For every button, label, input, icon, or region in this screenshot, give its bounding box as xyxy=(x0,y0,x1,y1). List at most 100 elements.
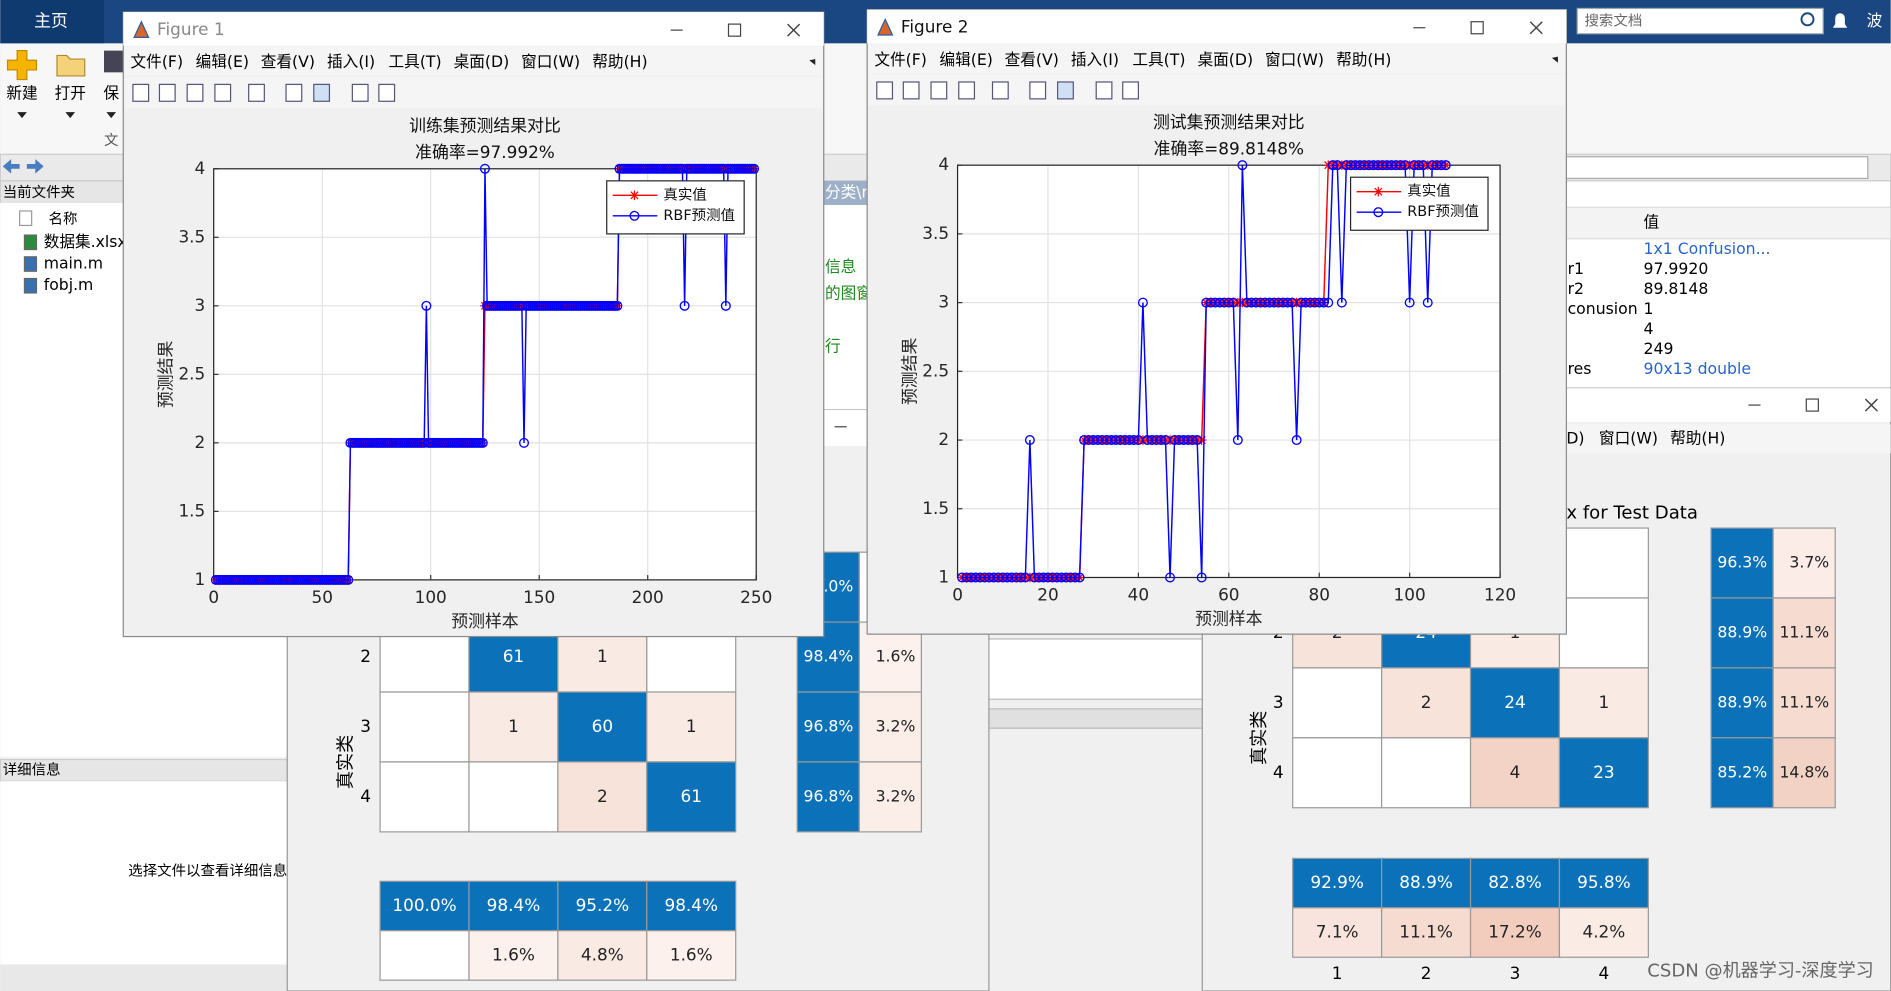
column-summary-value: 1.6% xyxy=(492,944,535,964)
toolstrip-button[interactable]: 打开 xyxy=(55,84,86,103)
watermark: CSDN @机器学习-深度学习 xyxy=(1647,961,1874,982)
x-tick-label: 250 xyxy=(740,587,772,607)
row-summary-cell xyxy=(796,761,860,833)
column-summary-value: 4.2% xyxy=(1582,922,1625,942)
close-button[interactable] xyxy=(1864,398,1878,412)
x-tick-label: 50 xyxy=(311,587,332,607)
toolbar-button[interactable] xyxy=(1057,81,1074,100)
row-summary-cell xyxy=(1772,527,1836,599)
menu-item[interactable]: 插入(I) xyxy=(1071,50,1119,69)
forward-arrow xyxy=(26,159,44,174)
y-tick-label: 1 xyxy=(938,566,949,586)
editor-tab-label: 分类\n xyxy=(825,182,872,201)
menu-item[interactable]: 帮助(H) xyxy=(1670,428,1725,447)
toolbar-button[interactable] xyxy=(285,83,303,102)
variable-name: r1 xyxy=(1568,259,1584,278)
toolbar-button[interactable] xyxy=(876,81,894,100)
data-point xyxy=(1232,435,1243,446)
x-axis-label: 预测样本 xyxy=(1195,609,1263,629)
save-icon[interactable] xyxy=(103,50,124,73)
matrix-cell xyxy=(379,761,470,833)
menu-item[interactable]: 帮助(H) xyxy=(1336,50,1391,69)
toolbar-button[interactable] xyxy=(248,83,265,102)
menu-item[interactable]: 工具(T) xyxy=(389,52,442,71)
window-title-bar xyxy=(123,12,824,46)
menu-item[interactable]: 窗口(W) xyxy=(521,52,580,71)
toolstrip-button[interactable]: 新建 xyxy=(6,84,38,103)
menu-item[interactable]: 文件(F) xyxy=(131,52,184,71)
window-title-bar xyxy=(867,9,1567,44)
toolbar-button[interactable] xyxy=(1095,81,1113,100)
column-summary-cell xyxy=(1292,907,1383,958)
menu-bar xyxy=(124,47,823,76)
column-summary-cell xyxy=(646,880,737,932)
toolbar-button[interactable] xyxy=(351,83,369,102)
y-tick-label: 2 xyxy=(938,429,949,449)
toolbar-button[interactable] xyxy=(186,83,204,102)
row-label: 4 xyxy=(360,786,371,806)
menu-item[interactable]: 查看(V) xyxy=(261,52,315,71)
variable-value: 249 xyxy=(1644,339,1674,358)
maximize-button[interactable] xyxy=(727,23,742,37)
legend-label: 真实值 xyxy=(663,185,706,203)
x-tick-label: 100 xyxy=(415,587,447,607)
menu-item[interactable]: 插入(I) xyxy=(327,52,375,71)
bell-icon xyxy=(1832,13,1848,28)
row-summary-value: 1.6% xyxy=(876,647,916,666)
cell-value: 23 xyxy=(1593,762,1614,782)
toolbar-button[interactable] xyxy=(1029,81,1047,100)
legend-label: 真实值 xyxy=(1407,182,1450,200)
row-summary-cell xyxy=(1710,737,1774,809)
cell-value: 1 xyxy=(686,716,697,736)
axes-frame xyxy=(956,164,1501,579)
column-summary-value: 95.8% xyxy=(1577,872,1631,892)
editor-text: 的图窗 xyxy=(825,284,872,303)
menu-item[interactable]: 桌面(D) xyxy=(1197,50,1253,69)
maximize-button[interactable] xyxy=(1470,21,1484,35)
menu-item[interactable]: 桌面(D) xyxy=(454,52,510,71)
data-point xyxy=(479,163,490,174)
menu-item[interactable]: 编辑(E) xyxy=(939,50,992,69)
search-box[interactable] xyxy=(1576,7,1824,35)
toolbar-button[interactable] xyxy=(214,83,232,102)
file-name[interactable]: fobj.m xyxy=(44,275,94,294)
menu-item[interactable]: 窗口(W) xyxy=(1599,428,1658,447)
home-tab-label[interactable]: 主页 xyxy=(34,11,68,31)
toolbar-button[interactable] xyxy=(313,83,331,102)
legend xyxy=(606,180,745,235)
toolbar-button[interactable] xyxy=(902,81,920,100)
menu-item[interactable]: D) xyxy=(1566,428,1584,447)
toolbar-button[interactable] xyxy=(1122,81,1139,100)
toolstrip-button[interactable]: 保 xyxy=(103,84,119,103)
maximize-button[interactable] xyxy=(1805,398,1819,412)
menu-item[interactable]: 窗口(W) xyxy=(1265,50,1324,69)
toolbar-button[interactable] xyxy=(991,81,1009,100)
menu-item[interactable]: 查看(V) xyxy=(1005,50,1059,69)
column-summary-value: 95.2% xyxy=(576,895,630,915)
toolbar-button[interactable] xyxy=(132,83,150,102)
dropdown-arrow xyxy=(65,112,76,119)
file-name[interactable]: main.m xyxy=(44,254,103,273)
row-summary-value: 11.1% xyxy=(1779,692,1829,711)
data-point xyxy=(1327,160,1338,171)
menu-item[interactable]: 编辑(E) xyxy=(196,52,249,71)
menu-item[interactable]: 帮助(H) xyxy=(592,52,647,71)
data-point xyxy=(679,300,690,311)
row-summary-value: 85.2% xyxy=(1717,762,1767,781)
user-name[interactable]: 波 xyxy=(1867,11,1883,30)
data-point xyxy=(519,437,530,448)
legend-marker xyxy=(629,210,640,221)
toolbar-button[interactable] xyxy=(930,81,948,100)
close-button[interactable] xyxy=(1529,21,1543,35)
column-summary-value: 98.4% xyxy=(487,895,541,915)
close-button[interactable] xyxy=(787,23,801,37)
dropdown-arrow xyxy=(106,112,117,119)
toolbar-button[interactable] xyxy=(958,81,976,100)
file-name[interactable]: 数据集.xlsx xyxy=(44,232,127,251)
toolbar-button[interactable] xyxy=(158,83,176,102)
menu-item[interactable]: 工具(T) xyxy=(1132,50,1185,69)
home-tab[interactable] xyxy=(0,0,104,44)
toolbar-button[interactable] xyxy=(378,83,396,102)
menu-item[interactable]: 文件(F) xyxy=(874,50,927,69)
row-summary-value: 96.8% xyxy=(804,786,854,805)
